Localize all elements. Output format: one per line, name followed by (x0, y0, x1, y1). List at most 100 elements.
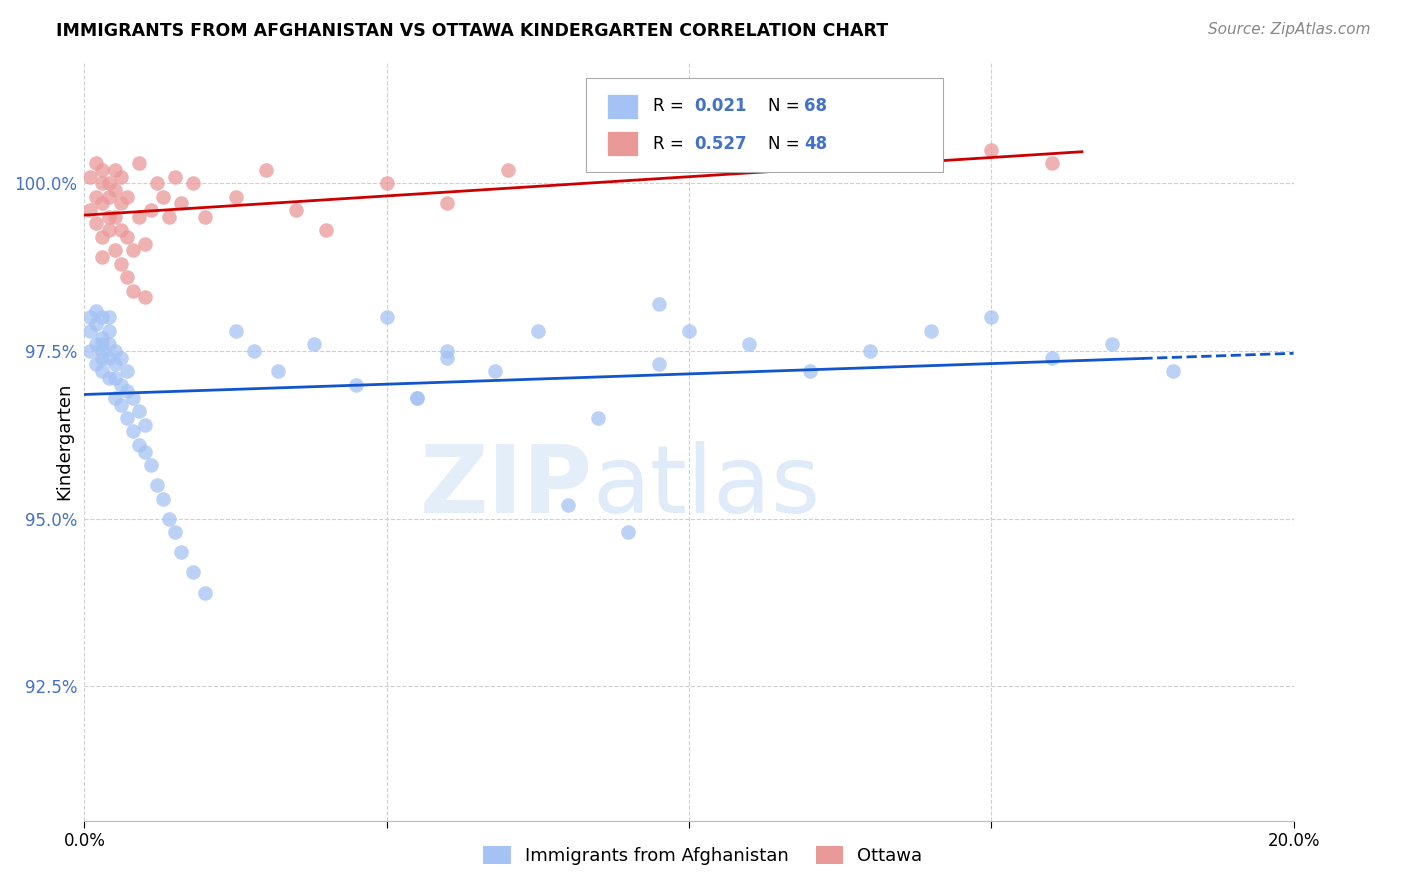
Point (104, 371, 127, 385)
Point (859, 343, 882, 358)
Point (97, 210, 120, 224)
Point (79, 310, 101, 325)
Bar (607, 95, 638, 119)
Point (302, 337, 325, 351)
Point (678, 324, 700, 338)
Point (115, 384, 138, 399)
Point (91, 230, 114, 244)
Point (86, 337, 108, 351)
Point (104, 391, 127, 405)
Text: IMMIGRANTS FROM AFGHANISTAN VS OTTAWA KINDERGARTEN CORRELATION CHART: IMMIGRANTS FROM AFGHANISTAN VS OTTAWA KI… (56, 22, 889, 40)
Point (104, 244, 127, 258)
Point (134, 236, 156, 251)
Point (86, 303, 108, 318)
Point (91, 176, 114, 190)
Point (375, 176, 398, 190)
Point (315, 223, 337, 237)
Point (267, 364, 290, 378)
Point (121, 425, 143, 439)
Point (97, 324, 120, 338)
Point (86, 189, 108, 203)
Point (128, 404, 150, 418)
Point (254, 162, 277, 177)
Point (738, 337, 761, 351)
Point (436, 196, 458, 211)
Point (648, 357, 671, 371)
Point (980, 143, 1002, 157)
Point (648, 297, 671, 311)
Point (97, 371, 120, 385)
Point (110, 196, 132, 211)
Point (1161, 364, 1184, 378)
FancyBboxPatch shape (586, 78, 943, 172)
Point (128, 156, 150, 170)
Point (91, 343, 114, 358)
Point (97, 176, 120, 190)
Y-axis label: Kindergarten: Kindergarten (55, 383, 73, 500)
Point (110, 257, 132, 271)
Bar (607, 131, 638, 156)
Point (406, 391, 429, 405)
Point (104, 162, 127, 177)
Point (152, 189, 174, 203)
Point (97, 310, 120, 325)
Text: Source: ZipAtlas.com: Source: ZipAtlas.com (1208, 22, 1371, 37)
Text: 68: 68 (804, 97, 827, 115)
Point (146, 176, 169, 190)
Point (588, 411, 610, 425)
Point (134, 417, 156, 432)
Point (115, 230, 138, 244)
Point (157, 210, 180, 224)
Point (181, 176, 204, 190)
Point (110, 169, 132, 184)
Point (617, 525, 640, 540)
Point (406, 391, 429, 405)
Text: R =: R = (652, 97, 689, 115)
Point (86, 217, 108, 231)
Point (920, 324, 942, 338)
Point (134, 444, 156, 458)
Point (104, 210, 127, 224)
Point (165, 525, 187, 540)
Point (91, 337, 114, 351)
Point (1040, 351, 1063, 365)
Point (165, 169, 187, 184)
Point (104, 343, 127, 358)
Point (557, 498, 579, 512)
Point (121, 391, 143, 405)
Point (86, 317, 108, 331)
Point (110, 223, 132, 237)
Point (104, 183, 127, 197)
Point (157, 512, 180, 526)
Point (91, 351, 114, 365)
Legend: Immigrants from Afghanistan, Ottawa: Immigrants from Afghanistan, Ottawa (477, 838, 929, 872)
Point (115, 364, 138, 378)
Point (436, 351, 458, 365)
Point (97, 351, 120, 365)
Point (146, 478, 169, 492)
Point (799, 364, 821, 378)
Point (104, 357, 127, 371)
Point (496, 162, 519, 177)
Point (139, 202, 162, 217)
Text: 0.021: 0.021 (693, 97, 747, 115)
Point (97, 337, 120, 351)
Text: atlas: atlas (592, 441, 821, 533)
Point (484, 364, 506, 378)
Point (225, 324, 247, 338)
Point (86, 357, 108, 371)
Point (115, 411, 138, 425)
Point (346, 377, 368, 392)
Point (194, 585, 217, 599)
Text: 48: 48 (804, 135, 827, 153)
Point (128, 438, 150, 452)
Point (91, 162, 114, 177)
Point (194, 210, 217, 224)
Point (79, 202, 101, 217)
Point (110, 398, 132, 412)
Point (152, 491, 174, 506)
Point (79, 343, 101, 358)
Point (980, 310, 1002, 325)
Point (128, 210, 150, 224)
Point (242, 343, 264, 358)
